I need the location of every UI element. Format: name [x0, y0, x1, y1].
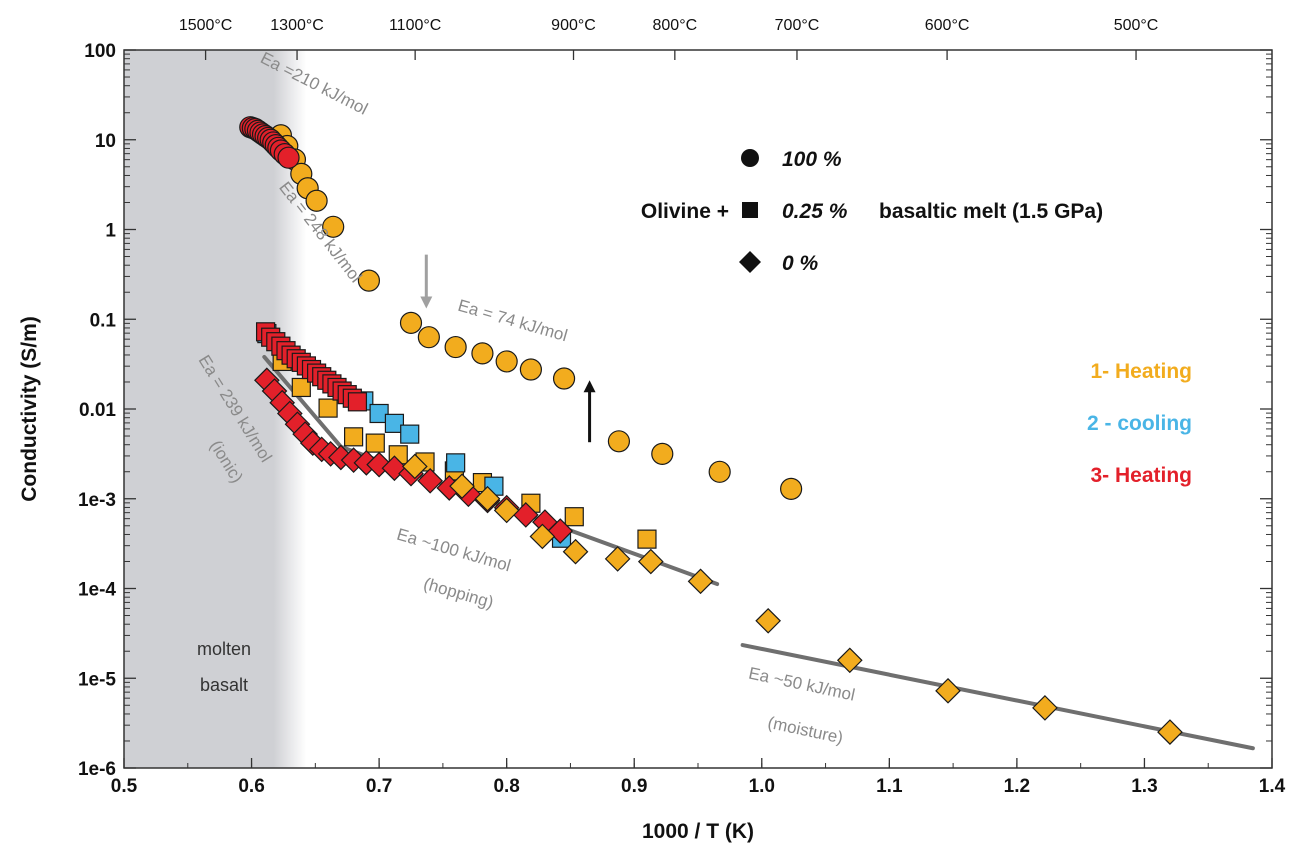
x-tick-label: 1.4 — [1259, 776, 1286, 797]
data-point-diamond — [687, 568, 714, 595]
data-point-diamond — [417, 467, 443, 494]
data-point-circle — [519, 358, 543, 381]
legend-label: 100 % — [782, 148, 842, 171]
data-point-diamond — [755, 607, 782, 634]
x-tick-label: 0.7 — [366, 776, 392, 797]
arrow-head — [420, 296, 433, 309]
data-point-square — [344, 427, 364, 447]
top-tick-label: 500°C — [1114, 17, 1159, 34]
data-point-square — [384, 413, 405, 433]
top-tick-label: 700°C — [775, 17, 820, 34]
y-tick-label: 1e-5 — [78, 669, 116, 690]
data-point-diamond — [1157, 719, 1183, 745]
y-axis-title: Conductivity (S/m) — [18, 316, 41, 502]
legend-prefix: Olivine + — [641, 200, 729, 223]
x-tick-label: 0.8 — [493, 776, 519, 797]
legend-square-icon — [742, 202, 758, 218]
legend-label: 0 % — [782, 252, 819, 275]
data-point-diamond — [401, 453, 428, 480]
y-tick-label: 1e-4 — [78, 580, 116, 601]
activation-energy-annotation: Ea ~50 kJ/mol — [747, 664, 857, 705]
data-point-circle — [444, 335, 467, 359]
x-tick-label: 1.3 — [1131, 776, 1157, 797]
top-tick-label: 1500°C — [179, 17, 233, 34]
data-point-circle — [651, 442, 674, 465]
data-point-circle — [357, 269, 381, 292]
top-tick-label: 800°C — [653, 17, 698, 34]
data-point-diamond — [1032, 695, 1058, 721]
data-point-diamond — [474, 485, 501, 512]
data-point-square — [400, 424, 420, 444]
x-axis-title: 1000 / T (K) — [642, 820, 754, 843]
data-point-diamond — [836, 647, 863, 674]
top-tick-label: 600°C — [925, 17, 970, 34]
molten-basalt-label: molten — [197, 639, 251, 659]
data-point-diamond — [449, 473, 475, 500]
data-point-square — [446, 453, 466, 473]
x-tick-label: 0.5 — [111, 776, 138, 797]
y-tick-label: 1e-3 — [78, 490, 116, 511]
activation-energy-annotation: Ea ~100 kJ/mol — [395, 525, 513, 576]
legend-suffix: basaltic melt (1.5 GPa) — [879, 200, 1103, 223]
y-tick-label: 0.1 — [90, 310, 117, 331]
y-tick-label: 100 — [84, 41, 116, 62]
legend-circle-icon — [741, 149, 759, 167]
data-point-square — [318, 398, 338, 418]
x-tick-label: 0.6 — [238, 776, 264, 797]
data-point-square — [564, 507, 584, 527]
activation-energy-annotation: Ea = 74 kJ/mol — [456, 296, 570, 345]
molten-basalt-label: basalt — [200, 675, 248, 695]
y-tick-label: 0.01 — [79, 400, 116, 421]
data-point-circle — [780, 477, 803, 500]
legend-diamond-icon — [739, 251, 761, 273]
legend-label: 0.25 % — [782, 200, 848, 223]
data-point-circle — [399, 311, 423, 334]
data-point-diamond — [562, 538, 589, 565]
y-tick-label: 10 — [95, 131, 116, 152]
data-point-circle — [277, 146, 300, 169]
stage-label: 1- Heating — [1090, 360, 1192, 383]
x-tick-label: 0.9 — [621, 776, 647, 797]
data-point-square — [347, 392, 368, 412]
x-tick-label: 1.2 — [1004, 776, 1030, 797]
data-point-square — [365, 433, 385, 453]
data-point-circle — [471, 342, 494, 365]
top-tick-label: 1100°C — [389, 17, 441, 34]
data-point-circle — [495, 350, 518, 373]
stage-label: 2 - cooling — [1087, 412, 1192, 435]
data-point-square — [369, 403, 389, 424]
data-point-circle — [552, 367, 576, 390]
activation-energy-annotation: (moisture) — [766, 713, 845, 747]
top-tick-label: 900°C — [551, 17, 596, 34]
y-tick-label: 1e-6 — [78, 759, 116, 780]
data-point-diamond — [935, 677, 961, 704]
data-point-diamond — [493, 497, 520, 524]
data-point-circle — [322, 215, 345, 238]
x-tick-label: 1.0 — [749, 776, 775, 797]
data-point-diamond — [604, 546, 631, 572]
data-point-circle — [305, 189, 328, 212]
top-tick-label: 1300°C — [270, 17, 324, 34]
arrow-head — [583, 380, 596, 393]
data-point-circle — [417, 326, 440, 349]
x-tick-label: 1.1 — [876, 776, 903, 797]
data-point-square — [637, 529, 657, 549]
data-point-circle — [708, 460, 731, 483]
activation-energy-annotation: (hopping) — [421, 574, 495, 612]
stage-label: 3- Heating — [1090, 464, 1192, 487]
y-tick-label: 1 — [105, 221, 116, 242]
data-point-square — [291, 377, 311, 398]
data-point-diamond — [529, 523, 556, 550]
data-point-circle — [607, 430, 631, 453]
data-point-diamond — [637, 548, 664, 575]
